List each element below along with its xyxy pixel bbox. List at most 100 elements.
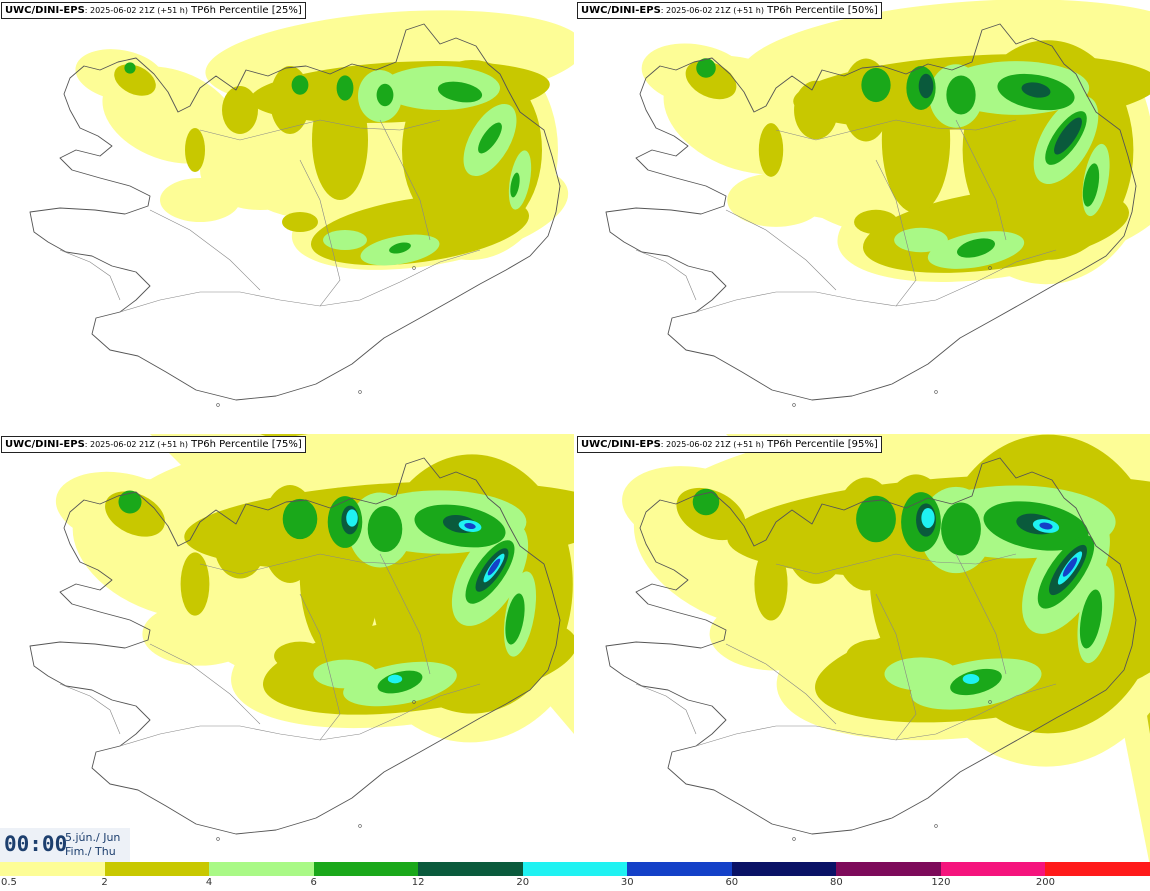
rain-area-2mm	[310, 194, 530, 266]
road-line	[695, 683, 1057, 747]
legend-tick-label: 60	[725, 877, 739, 888]
rain-area-6mm	[505, 593, 525, 645]
rain-area-6mm	[510, 172, 520, 198]
rain-area-2mm	[758, 123, 784, 177]
rain-area-4mm	[323, 230, 367, 250]
model-name: UWC/DINI-EPS	[581, 5, 661, 16]
rain-area-6mm	[861, 67, 891, 103]
rain-area-6mm	[291, 75, 309, 95]
run-info: : 2025-06-02 21Z (+51 h)	[84, 440, 188, 449]
rain-area-2mm	[222, 86, 258, 134]
legend-tick-labels: 0.5 2 4 6 12 20 30 60 80 120 200	[0, 876, 1150, 891]
road-line	[955, 553, 1007, 675]
rain-area-2mm	[794, 80, 838, 140]
road-line	[875, 593, 917, 741]
rain-area-6mm	[856, 495, 896, 543]
road-line	[199, 119, 441, 141]
legend-tick-label: 0.5	[1, 877, 17, 888]
rain-area-2mm	[214, 509, 266, 579]
legend-swatch	[940, 862, 1046, 876]
rain-area-20mm	[921, 508, 935, 528]
panel-divider	[574, 0, 576, 862]
rain-area-30mm	[464, 522, 476, 530]
rain-area-6mm	[336, 75, 354, 101]
road-line	[775, 553, 1017, 575]
road-line	[379, 119, 431, 241]
islet	[358, 390, 362, 394]
field-label: TP6h Percentile [75%]	[187, 439, 302, 450]
legend-color-bar	[0, 862, 1150, 876]
legend-swatch	[313, 862, 419, 876]
road-line	[299, 593, 341, 741]
road-line	[119, 683, 481, 747]
road-line	[149, 643, 261, 725]
rain-area-6mm	[367, 505, 403, 553]
rain-area-6mm	[124, 62, 136, 74]
legend-swatch	[418, 862, 524, 876]
rain-area-2mm	[854, 209, 898, 235]
legend-swatch	[836, 862, 942, 876]
rain-area-20mm	[962, 674, 980, 684]
precipitation-map	[29, 10, 574, 407]
rain-area-2mm	[846, 639, 906, 673]
road-line	[379, 553, 431, 675]
valid-time-box: 00:00 5.jún./ Jun Fim./ Thu	[0, 828, 130, 862]
rain-area-6mm	[696, 58, 716, 78]
precip-field	[29, 434, 574, 841]
road-line	[955, 119, 1007, 241]
map-panel-p25: UWC/DINI-EPS: 2025-06-02 21Z (+51 h) TP6…	[0, 0, 574, 432]
coastline	[29, 457, 561, 835]
islet	[934, 390, 938, 394]
rain-area-30mm	[1062, 557, 1078, 577]
rain-area-6mm	[118, 490, 142, 514]
rain-area-6mm	[1079, 589, 1103, 649]
rain-area-6mm	[957, 238, 995, 258]
valid-time-clock: 00:00	[4, 832, 68, 856]
rain-area-2mm	[114, 64, 156, 96]
model-name: UWC/DINI-EPS	[581, 439, 661, 450]
rain-area-6mm	[692, 488, 720, 516]
legend-tick-label: 6	[310, 877, 317, 888]
legend-swatch	[1045, 862, 1150, 876]
road-line	[199, 553, 441, 575]
road-line	[149, 209, 261, 291]
rain-area-6mm	[376, 83, 394, 107]
rain-area-30mm	[1039, 522, 1053, 530]
rain-area-4mm	[313, 659, 377, 689]
road-line	[775, 119, 1017, 141]
legend-swatch	[627, 862, 733, 876]
rain-area-6mm	[941, 502, 981, 556]
rain-area-0.5mm	[200, 130, 320, 210]
rain-area-2mm	[282, 212, 318, 232]
model-name: UWC/DINI-EPS	[5, 439, 85, 450]
islet	[792, 403, 796, 407]
islet	[792, 837, 796, 841]
legend-swatch	[0, 862, 105, 876]
rain-area-6mm	[478, 122, 502, 154]
road-line	[59, 683, 121, 735]
map-panel-p50: UWC/DINI-EPS: 2025-06-02 21Z (+51 h) TP6…	[576, 0, 1150, 432]
rain-area-4mm	[884, 657, 958, 691]
islet	[988, 266, 992, 270]
rain-area-2mm	[754, 547, 788, 621]
field-label: TP6h Percentile [50%]	[763, 5, 878, 16]
panel-title: UWC/DINI-EPS: 2025-06-02 21Z (+51 h) TP6…	[577, 2, 882, 19]
valid-weekday-line: Fim./ Thu	[65, 845, 116, 858]
rain-area-12mm	[1054, 117, 1082, 155]
valid-date-line: 5.jún./ Jun	[65, 831, 121, 844]
panel-divider	[0, 432, 1150, 434]
islet	[412, 700, 416, 704]
run-info: : 2025-06-02 21Z (+51 h)	[84, 6, 188, 15]
precipitation-map	[605, 434, 1150, 866]
legend-swatch	[731, 862, 837, 876]
precip-field	[605, 434, 1150, 866]
rain-area-2mm	[180, 552, 210, 616]
legend-tick-label: 30	[620, 877, 634, 888]
panel-title: UWC/DINI-EPS: 2025-06-02 21Z (+51 h) TP6…	[577, 436, 882, 453]
rain-area-6mm	[389, 242, 411, 254]
coastline	[605, 457, 1137, 835]
rain-area-20mm	[387, 674, 403, 684]
field-label: TP6h Percentile [95%]	[763, 439, 878, 450]
precip-field	[605, 0, 1150, 407]
coastline	[29, 23, 561, 401]
